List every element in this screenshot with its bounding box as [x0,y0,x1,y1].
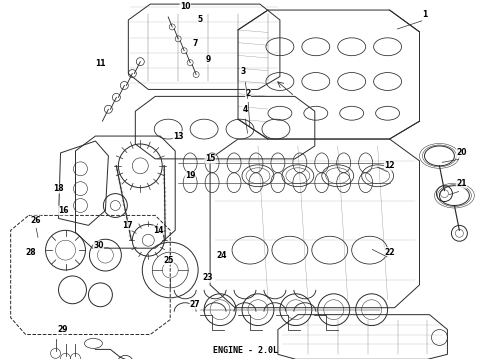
Text: 5: 5 [197,15,203,24]
Text: 1: 1 [422,9,427,18]
Text: 4: 4 [243,105,247,114]
Text: 13: 13 [173,131,183,140]
Text: 22: 22 [384,248,395,257]
Text: 26: 26 [30,216,41,225]
Text: 30: 30 [93,241,104,250]
Text: 7: 7 [193,39,198,48]
Text: 15: 15 [205,154,215,163]
Text: 28: 28 [25,248,36,257]
Text: 29: 29 [57,325,68,334]
Text: 11: 11 [95,59,106,68]
Text: 19: 19 [185,171,196,180]
Text: 23: 23 [203,274,213,283]
Text: 10: 10 [180,1,191,10]
Text: 27: 27 [190,300,200,309]
Text: 12: 12 [384,161,395,170]
Text: ENGINE - 2.0L: ENGINE - 2.0L [213,346,277,355]
Text: 9: 9 [205,55,211,64]
Text: 21: 21 [456,179,466,188]
Text: 20: 20 [456,148,466,157]
Text: 14: 14 [153,226,164,235]
Text: 25: 25 [163,256,173,265]
Text: 18: 18 [53,184,64,193]
Text: 2: 2 [245,89,250,98]
Text: 3: 3 [241,67,245,76]
Text: 24: 24 [217,251,227,260]
Text: 16: 16 [58,206,69,215]
Text: 17: 17 [122,221,133,230]
